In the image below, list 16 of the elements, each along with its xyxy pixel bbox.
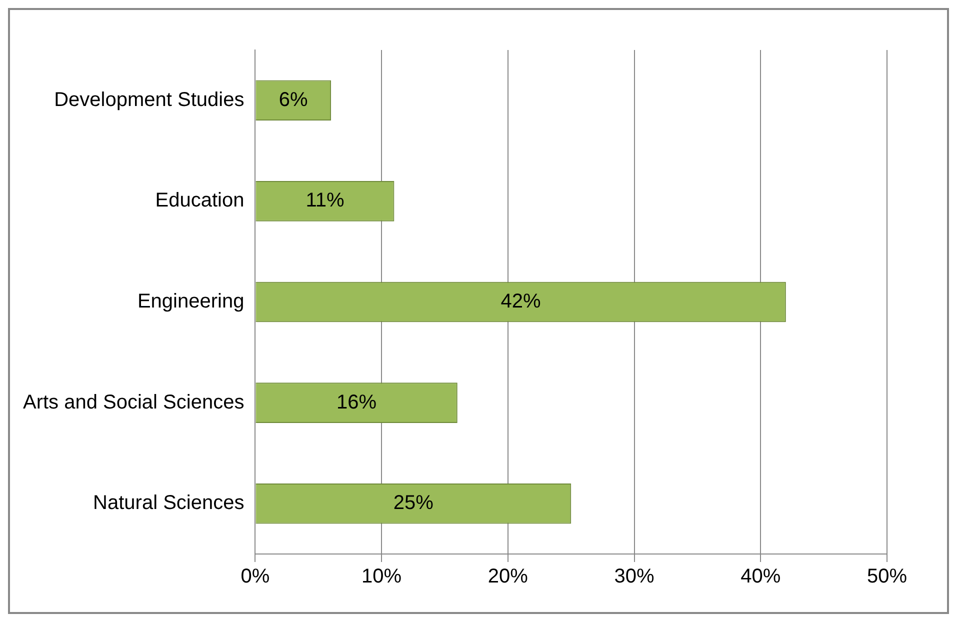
data-label: 42% — [500, 290, 542, 313]
data-label: 6% — [278, 88, 308, 111]
data-label: 16% — [336, 391, 377, 414]
x-tick-label: 40% — [740, 566, 781, 588]
y-tick-label: Education — [155, 190, 244, 212]
x-tick-label: 0% — [240, 566, 270, 588]
x-tick-label: 50% — [866, 566, 908, 588]
y-tick-label: Natural Sciences — [93, 492, 244, 514]
y-tick-label: Development Studies — [54, 88, 244, 111]
x-tick-label: 20% — [488, 566, 528, 588]
y-tick-label: Arts and Social Sciences — [22, 391, 244, 414]
data-label: 25% — [393, 492, 434, 514]
y-tick-label: Engineering — [137, 290, 244, 313]
data-label: 11% — [306, 190, 344, 212]
x-tick-label: 30% — [614, 566, 655, 588]
x-tick-label: 10% — [362, 566, 402, 588]
